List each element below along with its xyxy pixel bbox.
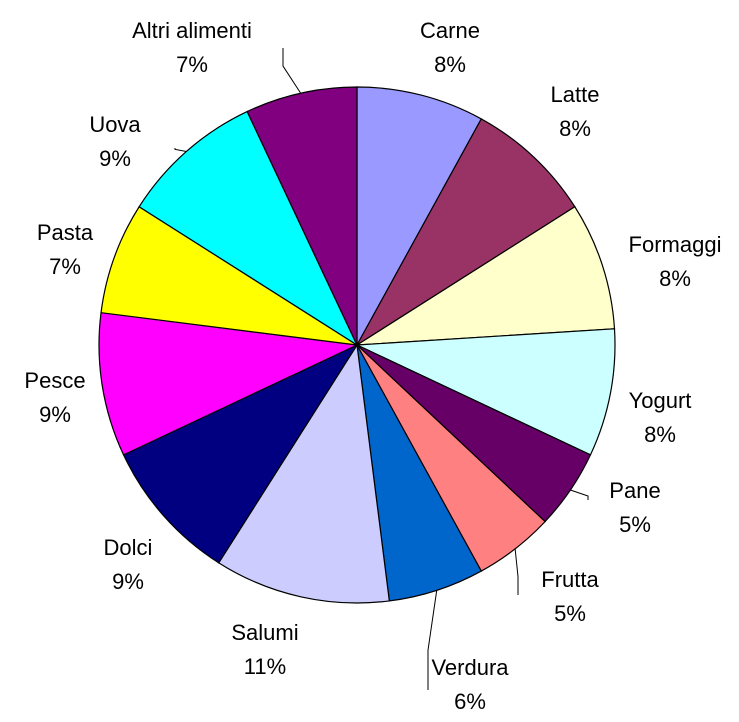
slice-value-label: 7% (49, 254, 81, 279)
slice-label: Altri alimenti (132, 18, 252, 43)
leader-line (427, 590, 438, 690)
slice-value-label: 9% (39, 402, 71, 427)
pie-slice (356, 86, 483, 346)
slice-value-label: 8% (659, 266, 691, 291)
slice-label: Salumi (231, 620, 298, 645)
slice-label: Frutta (541, 567, 599, 592)
slice-value-label: 8% (559, 116, 591, 141)
slice-value-label: 6% (454, 689, 486, 714)
slice-value-label: 5% (554, 601, 586, 626)
slice-value-label: 9% (99, 146, 131, 171)
slice-label: Latte (551, 82, 600, 107)
slice-value-label: 8% (644, 422, 676, 447)
pie-slice (356, 205, 616, 346)
slice-label: Pasta (37, 220, 94, 245)
pie-slice (246, 86, 358, 346)
slice-label: Pesce (24, 368, 85, 393)
slice-value-label: 11% (244, 654, 286, 679)
leader-line (570, 489, 589, 500)
leader-line (514, 548, 519, 595)
slice-label: Uova (89, 112, 141, 137)
pie-slice (98, 311, 360, 456)
pie-slice (217, 343, 391, 604)
slice-label: Pane (609, 478, 660, 503)
pie-slice (138, 110, 359, 347)
slice-value-label: 9% (112, 569, 144, 594)
slice-label: Carne (420, 18, 480, 43)
slice-value-label: 8% (434, 52, 466, 77)
slice-label: Verdura (431, 655, 509, 680)
slice-value-label: 5% (619, 512, 651, 537)
pie-slice (356, 118, 576, 346)
slice-value-label: 7% (176, 52, 208, 77)
slice-label: Formaggi (629, 232, 722, 257)
pie-slice (356, 328, 616, 456)
pie-slice (122, 343, 359, 564)
slice-label: Dolci (104, 535, 153, 560)
pie-slice (100, 205, 358, 346)
leader-line (174, 148, 187, 152)
leader-line (282, 48, 302, 94)
slice-label: Yogurt (629, 388, 692, 413)
